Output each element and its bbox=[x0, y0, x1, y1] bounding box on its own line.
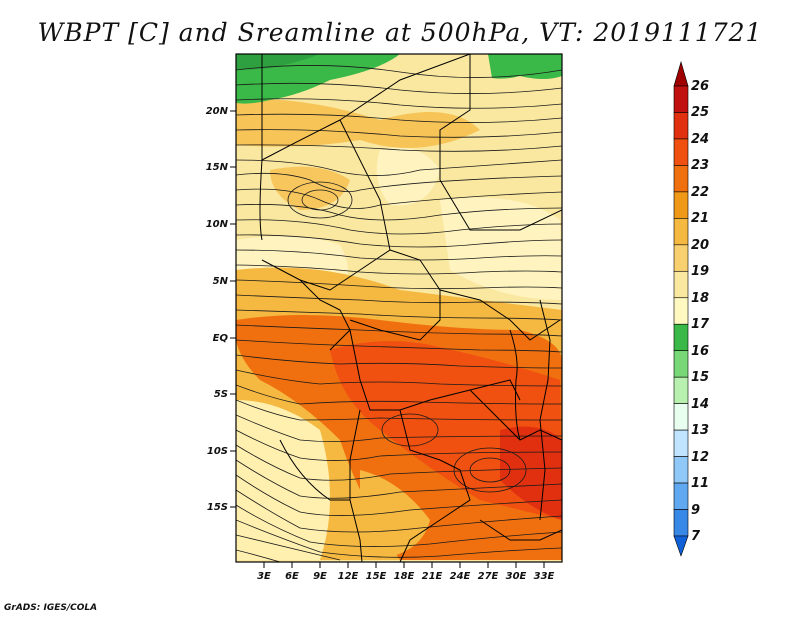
lat-tick-15n: 15N bbox=[206, 162, 229, 173]
longitude-axis: 3E 6E 9E 12E 15E 18E 21E 24E 27E 30E 33E bbox=[257, 562, 555, 582]
lat-tick-5s: 5S bbox=[214, 389, 228, 400]
colorbar-swatch bbox=[673, 456, 689, 484]
colorbar-label: 14 bbox=[691, 396, 710, 412]
colorbar-label: 26 bbox=[691, 79, 710, 94]
lon-tick-12e: 12E bbox=[338, 571, 359, 582]
lon-tick-6e: 6E bbox=[285, 571, 299, 582]
colorbar-label: 21 bbox=[691, 211, 710, 227]
colorbar-label: 7 bbox=[691, 529, 701, 544]
colorbar-bottom-arrow bbox=[673, 535, 689, 557]
colorbar-swatch bbox=[673, 429, 689, 457]
chart-title: WBPT [C] and Sreamline at 500hPa, VT: 20… bbox=[37, 18, 763, 47]
country-borders bbox=[259, 54, 562, 562]
lat-tick-20n: 20N bbox=[206, 106, 229, 117]
colorbar-swatch bbox=[673, 138, 689, 166]
colorbar bbox=[673, 60, 689, 557]
lon-tick-15e: 15E bbox=[366, 571, 387, 582]
colorbar-swatch bbox=[673, 270, 689, 299]
colorbar-label: 16 bbox=[691, 343, 710, 359]
lat-tick-eq: EQ bbox=[213, 333, 229, 344]
lat-tick-10s: 10S bbox=[207, 446, 228, 457]
lon-tick-30e: 30E bbox=[506, 571, 527, 582]
colorbar-label: 20 bbox=[691, 237, 710, 253]
colorbar-swatch bbox=[673, 323, 689, 352]
lon-tick-3e: 3E bbox=[257, 571, 271, 582]
colorbar-label: 15 bbox=[691, 370, 710, 386]
colorbar-label: 23 bbox=[691, 158, 710, 174]
colorbar-swatch bbox=[673, 191, 689, 219]
colorbar-swatch bbox=[673, 482, 689, 510]
colorbar-swatch bbox=[673, 112, 689, 140]
colorbar-label: 19 bbox=[691, 264, 710, 280]
colorbar-label: 25 bbox=[691, 105, 710, 121]
colorbar-swatch bbox=[673, 403, 689, 431]
lon-tick-18e: 18E bbox=[394, 571, 415, 582]
lon-tick-24e: 24E bbox=[450, 571, 471, 582]
streamlines bbox=[236, 65, 562, 562]
lat-tick-10n: 10N bbox=[206, 219, 229, 230]
colorbar-label: 12 bbox=[691, 449, 710, 465]
lat-tick-5n: 5N bbox=[213, 276, 229, 287]
lon-tick-33e: 33E bbox=[534, 571, 555, 582]
wbpt-field bbox=[236, 54, 562, 562]
colorbar-label: 11 bbox=[691, 476, 710, 492]
lon-tick-21e: 21E bbox=[422, 571, 443, 582]
footer-credit: GrADS: IGES/COLA bbox=[4, 603, 98, 613]
colorbar-swatch bbox=[673, 244, 689, 272]
latitude-axis: 20N 15N 10N 5N EQ 5S 10S 15S bbox=[206, 106, 236, 513]
colorbar-label: 22 bbox=[691, 184, 710, 200]
colorbar-label: 18 bbox=[691, 290, 710, 306]
colorbar-swatch bbox=[673, 509, 689, 537]
colorbar-swatch bbox=[673, 165, 689, 193]
lat-tick-15s: 15S bbox=[207, 502, 228, 513]
colorbar-swatch bbox=[673, 376, 689, 404]
lon-tick-9e: 9E bbox=[313, 571, 327, 582]
colorbar-top-arrow bbox=[673, 60, 689, 87]
lon-tick-27e: 27E bbox=[478, 571, 499, 582]
colorbar-label: 17 bbox=[691, 317, 710, 333]
colorbar-swatch bbox=[673, 350, 689, 378]
map-frame bbox=[235, 53, 563, 563]
colorbar-swatch bbox=[673, 85, 689, 113]
colorbar-label: 24 bbox=[691, 131, 710, 147]
colorbar-label: 13 bbox=[691, 423, 710, 439]
colorbar-label: 9 bbox=[691, 502, 701, 518]
colorbar-swatch bbox=[673, 297, 689, 325]
colorbar-swatch bbox=[673, 218, 689, 246]
